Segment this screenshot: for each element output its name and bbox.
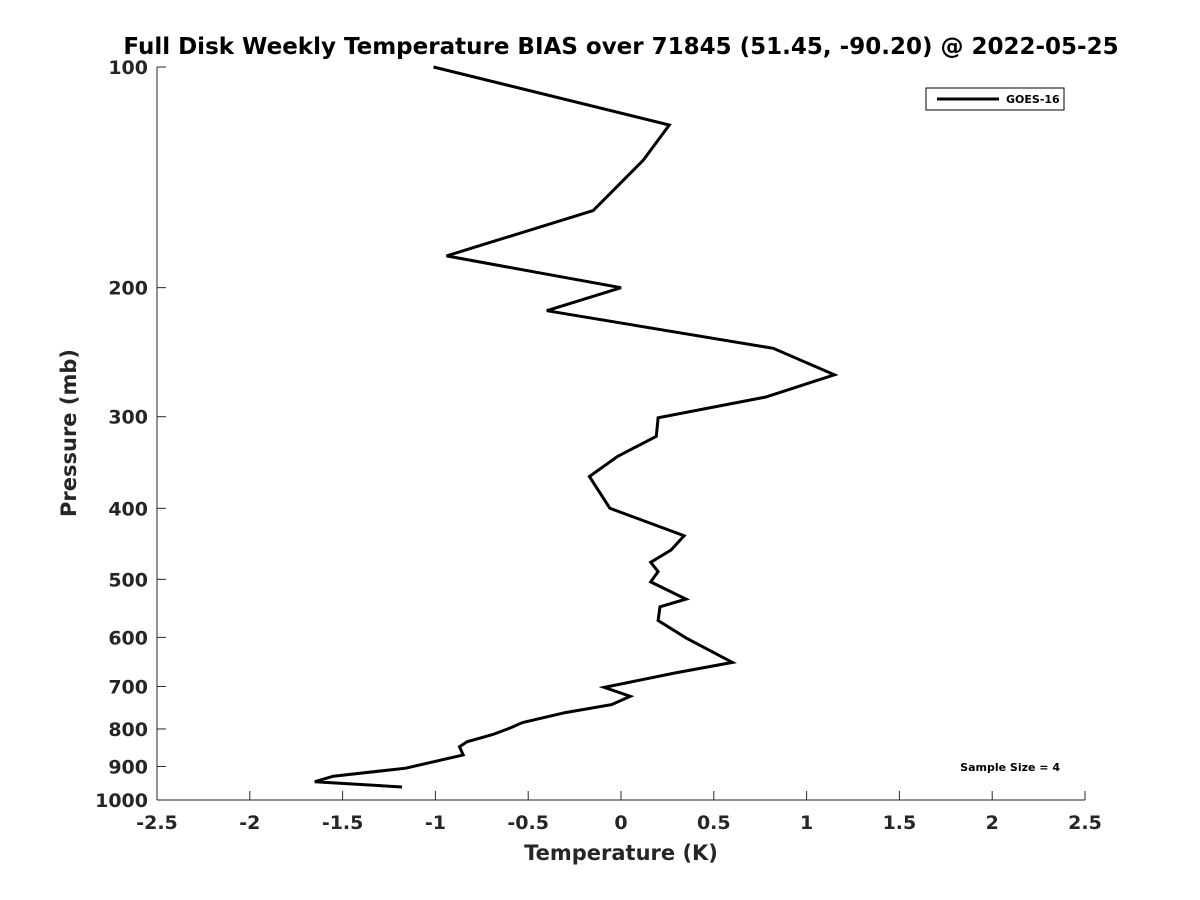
y-axis-label: Pressure (mb) [57,349,81,517]
x-axis-label: Temperature (K) [524,841,718,865]
x-tick-label: 0.5 [697,812,731,834]
y-tick-label: 400 [108,498,148,520]
sample-size-annotation: Sample Size = 4 [960,761,1060,774]
x-tick-label: 1.5 [883,812,917,834]
y-tick-label: 300 [108,407,148,429]
y-tick-label: 1000 [95,790,148,812]
y-tick-label: 500 [108,569,148,591]
y-tick-label: 200 [108,278,148,300]
x-tick-label: 2.5 [1068,812,1102,834]
x-tick-label: -2 [239,812,260,834]
x-tick-label: -1 [425,812,446,834]
chart-title: Full Disk Weekly Temperature BIAS over 7… [123,34,1118,60]
x-axis: -2.5 -2 -1.5 -1 -0.5 0 0.5 1 1.5 2 2.5 [136,791,1102,834]
legend-label: GOES-16 [1006,93,1060,106]
y-tick-label: 900 [108,756,148,778]
legend: GOES-16 [925,87,1065,111]
x-tick-label: 0 [614,812,627,834]
series-line-1 [314,65,839,789]
y-tick-label: 800 [108,719,148,741]
y-axis: 100 200 300 400 500 600 700 800 900 1000 [95,57,166,812]
series-layer [314,65,839,789]
y-tick-label: 100 [108,57,148,79]
plot-area [157,67,1085,800]
x-tick-label: 2 [986,812,999,834]
x-tick-label: -1.5 [322,812,364,834]
x-tick-label: -2.5 [136,812,178,834]
y-tick-label: 600 [108,627,148,649]
y-tick-label: 700 [108,676,148,698]
x-tick-label: 1 [800,812,813,834]
x-tick-label: -0.5 [507,812,549,834]
